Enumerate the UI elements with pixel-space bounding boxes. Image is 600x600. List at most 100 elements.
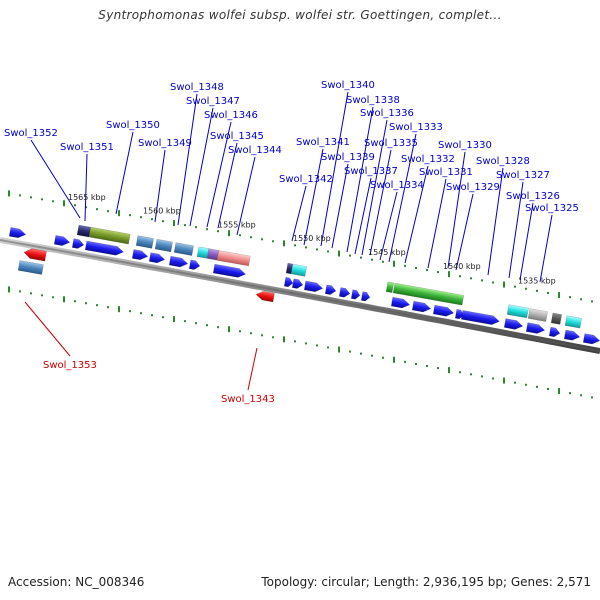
outer-tick-mark (426, 269, 428, 272)
inner-tick-mark (206, 324, 208, 327)
outer-tick-mark (118, 210, 120, 217)
label-connectors (24, 91, 553, 391)
outer-tick-mark (547, 291, 549, 294)
inner-tick-mark (118, 306, 120, 313)
inner-tick-mark (19, 290, 21, 293)
gene-label[interactable]: Swol_1333 (389, 122, 443, 133)
gene-label[interactable]: Swol_1342 (279, 174, 333, 185)
tick-label: 1540 kbp (443, 262, 481, 271)
outer-tick-mark (85, 206, 87, 209)
gene-label[interactable]: Swol_1330 (438, 140, 492, 151)
label-connector-line (115, 131, 134, 215)
outer-tick-mark (250, 236, 252, 239)
gene-label[interactable]: Swol_1332 (401, 154, 455, 165)
gene-label[interactable]: Swol_1350 (106, 120, 160, 131)
gene-label[interactable]: Swol_1341 (296, 137, 350, 148)
inner-tick-mark (349, 350, 351, 353)
forward-gene-arrow (303, 280, 324, 293)
inner-tick-mark (250, 332, 252, 335)
outer-tick-mark (591, 300, 593, 303)
gene-label[interactable]: Swol_1329 (446, 182, 500, 193)
inner-tick-mark (382, 356, 384, 359)
inner-tick-mark (8, 286, 10, 293)
gene-label[interactable]: Swol_1339 (321, 152, 375, 163)
label-connector-line (539, 214, 553, 283)
gene-label[interactable]: Swol_1334 (370, 180, 424, 191)
outer-tick-mark (294, 244, 296, 247)
inner-tick-mark (558, 388, 560, 395)
outer-tick-mark (305, 246, 307, 249)
gene-label[interactable]: Swol_1348 (170, 82, 224, 93)
forward-gene-arrow (582, 333, 600, 345)
forward-gene-arrow (148, 252, 166, 264)
inner-tick-mark (96, 304, 98, 307)
forward-gene-arrow (8, 227, 27, 239)
gene-label[interactable]: Swol_1349 (138, 138, 192, 149)
gene-label[interactable]: Swol_1345 (210, 131, 264, 142)
inner-tick-mark (569, 392, 571, 395)
genome-summary-text: Topology: circular; Length: 2,936,195 bp… (261, 575, 591, 589)
gene-label[interactable]: Swol_1336 (360, 108, 414, 119)
outer-tick-mark (558, 292, 560, 299)
outer-tick-mark (217, 230, 219, 233)
forward-gene-arrow (84, 240, 124, 256)
outer-tick-mark (272, 240, 274, 243)
reverse-gene-arrow (255, 290, 275, 303)
outer-tick-mark (481, 279, 483, 282)
functional-gene-box (173, 242, 194, 256)
forward-gene-arrow (212, 263, 246, 278)
outer-tick-mark (228, 230, 230, 237)
gene-label[interactable]: Swol_1331 (419, 167, 473, 178)
gene-label[interactable]: Swol_1344 (228, 145, 282, 156)
gene-label[interactable]: Swol_1327 (496, 170, 550, 181)
inner-tick-mark (338, 346, 340, 353)
functional-gene-box (206, 248, 220, 261)
label-connector-line (24, 301, 71, 357)
tick-labels: 1565 kbp 1560 kbp 1555 kbp 1550 kbp 1545 kbp… (68, 193, 556, 285)
gene-label[interactable]: Swol_1325 (525, 203, 579, 214)
gene-label[interactable]: Swol_1352 (4, 128, 58, 139)
inner-tick-mark (536, 385, 538, 388)
inner-tick-mark (360, 352, 362, 355)
map-title: Syntrophomonas wolfei subsp. wolfei str.… (98, 8, 502, 22)
label-connector-line (508, 181, 524, 279)
outer-tick-mark (19, 194, 21, 197)
inner-tick-mark (239, 330, 241, 333)
inner-tick-mark (459, 371, 461, 374)
gene-label[interactable]: Swol_1335 (364, 138, 418, 149)
forward-gene-arrow (460, 310, 500, 325)
inner-tick-mark (217, 326, 219, 329)
inner-tick-mark (525, 383, 527, 386)
outer-tick-mark (206, 228, 208, 231)
outer-tick-mark (459, 275, 461, 278)
gene-label[interactable]: Swol_1326 (506, 191, 560, 202)
gene-label[interactable]: Swol_1328 (476, 156, 530, 167)
label-connector-line (519, 202, 534, 281)
outer-tick-mark (327, 250, 329, 253)
outer-tick-mark (8, 190, 10, 197)
outer-tick-mark (195, 226, 197, 229)
gene-label[interactable]: Swol_1343 (221, 394, 275, 405)
gene-label[interactable]: Swol_1347 (186, 96, 240, 107)
outer-tick-mark (338, 250, 340, 257)
outer-tick-mark (437, 271, 439, 274)
outer-tick-mark (360, 256, 362, 259)
outer-tick-mark (283, 240, 285, 247)
gene-label[interactable]: Swol_1337 (344, 166, 398, 177)
gene-label[interactable]: Swol_1346 (204, 110, 258, 121)
inner-tick-mark (503, 377, 505, 384)
functional-gene-box (392, 282, 465, 306)
outer-tick-mark (96, 208, 98, 211)
label-connector-line (247, 347, 258, 391)
gene-label[interactable]: Swol_1338 (346, 95, 400, 106)
gene-label[interactable]: Swol_1353 (43, 360, 97, 371)
inner-tick-mark (195, 322, 197, 325)
gene-label[interactable]: Swol_1351 (60, 142, 114, 153)
forward-gene-arrow (503, 318, 524, 330)
outer-tick-mark (580, 298, 582, 301)
label-connector-line (331, 163, 349, 249)
gene-label[interactable]: Swol_1340 (321, 80, 375, 91)
forward-gene-arrow (53, 235, 71, 246)
inner-tick-mark (371, 354, 373, 357)
